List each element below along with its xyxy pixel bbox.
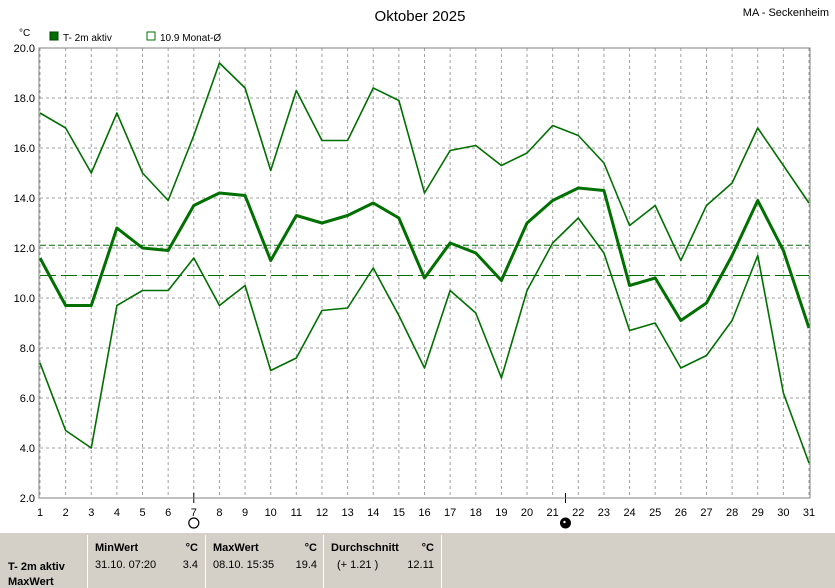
- x-tick-label: 9: [242, 507, 248, 519]
- y-tick-label: 10.0: [14, 293, 35, 305]
- full-moon-icon: [188, 517, 200, 529]
- stats-max-cell: MaxWert °C 08.10. 15:35 19.4: [205, 535, 323, 588]
- legend-label-mean: T- 2m aktiv: [63, 33, 112, 44]
- x-tick-label: 4: [114, 507, 120, 519]
- y-tick-labels: 2.0 4.0 6.0 8.0 10.0 12.0 14.0 16.0 18.0 20.0: [14, 43, 35, 505]
- x-tick-label: 24: [623, 507, 635, 519]
- new-moon-highlight: [563, 520, 566, 524]
- x-tick-label: 7: [191, 507, 197, 519]
- x-tick-label: 28: [726, 507, 738, 519]
- x-tick-label: 2: [63, 507, 69, 519]
- min-datetime: 31.10. 07:20: [95, 559, 157, 571]
- stats-min-cell: MinWert °C 31.10. 07:20 3.4: [87, 535, 204, 588]
- x-tick-label: 27: [700, 507, 712, 519]
- x-tick-label: 25: [649, 507, 661, 519]
- stats-empty-cell: [441, 535, 835, 588]
- y-axis-unit: °C: [19, 28, 30, 39]
- x-tick-label: 13: [341, 507, 353, 519]
- y-tick-label: 20.0: [14, 43, 35, 55]
- grid: [39, 47, 810, 499]
- x-tick-label: 11: [291, 507, 302, 519]
- avg-header: Durchschnitt: [331, 542, 399, 554]
- y-tick-label: 2.0: [20, 493, 35, 505]
- legend-swatch-mean: [49, 31, 59, 41]
- x-tick-label: 18: [470, 507, 482, 519]
- x-tick-label: 6: [165, 507, 171, 519]
- x-tick-label: 3: [88, 507, 94, 519]
- stats-panel: T- 2m aktiv MaxWert MinWert °C 31.10. 07…: [0, 533, 835, 588]
- x-tick-label: 1: [37, 507, 43, 519]
- y-tick-label: 6.0: [20, 393, 35, 405]
- max-value: 19.4: [295, 559, 317, 571]
- x-tick-label: 10: [265, 507, 277, 519]
- series-lines: [38, 62, 811, 464]
- max-unit: °C: [304, 542, 317, 554]
- x-tick-label: 30: [777, 507, 789, 519]
- x-tick-label: 31: [803, 507, 815, 519]
- stats-row-label: T- 2m aktiv: [8, 561, 65, 573]
- x-tick-label: 22: [572, 507, 584, 519]
- x-tick-label: 19: [495, 507, 507, 519]
- plot-frame: [38, 47, 811, 499]
- x-tick-label: 21: [547, 507, 559, 519]
- moon-phases: [188, 493, 571, 529]
- min-header: MinWert: [95, 542, 139, 554]
- x-tick-label: 23: [598, 507, 610, 519]
- avg-delta: (+ 1.21 ): [337, 559, 379, 571]
- chart-title: Oktober 2025: [375, 8, 466, 25]
- x-tick-label: 26: [675, 507, 687, 519]
- x-tick-label: 14: [367, 507, 379, 519]
- avg-unit: °C: [421, 542, 434, 554]
- new-moon-icon: [559, 517, 571, 529]
- x-tick-label: 8: [216, 507, 222, 519]
- stats-row-label-2: MaxWert: [8, 576, 54, 588]
- x-tick-label: 17: [444, 507, 456, 519]
- legend-swatch-monthly-avg: [146, 31, 156, 41]
- x-tick-label: 12: [316, 507, 328, 519]
- y-tick-label: 12.0: [14, 243, 35, 255]
- max-header: MaxWert: [213, 542, 259, 554]
- y-tick-label: 16.0: [14, 143, 35, 155]
- x-tick-label: 29: [752, 507, 764, 519]
- min-unit: °C: [185, 542, 198, 554]
- y-tick-label: 18.0: [14, 93, 35, 105]
- location-label: MA - Seckenheim: [743, 7, 829, 19]
- legend: T- 2m aktiv 10.9 Monat-Ø: [49, 31, 221, 44]
- y-tick-label: 8.0: [20, 343, 35, 355]
- max-datetime: 08.10. 15:35: [213, 559, 275, 571]
- x-tick-label: 15: [393, 507, 405, 519]
- legend-label-monthly-avg: 10.9 Monat-Ø: [160, 33, 221, 44]
- x-tick-label: 16: [418, 507, 430, 519]
- x-tick-labels: 1 2 3 4 5 6 7 8 9 10 11 12 13 14 15 16 17 18 19 20 21 22 23 24 2…: [37, 507, 815, 519]
- x-tick-label: 5: [139, 507, 145, 519]
- y-tick-label: 14.0: [14, 193, 35, 205]
- avg-value: 12.11: [407, 559, 434, 571]
- x-tick-label: 20: [521, 507, 533, 519]
- stats-avg-cell: Durchschnitt °C (+ 1.21 ) 12.11: [323, 535, 440, 588]
- min-value: 3.4: [182, 559, 198, 571]
- y-tick-label: 4.0: [20, 443, 35, 455]
